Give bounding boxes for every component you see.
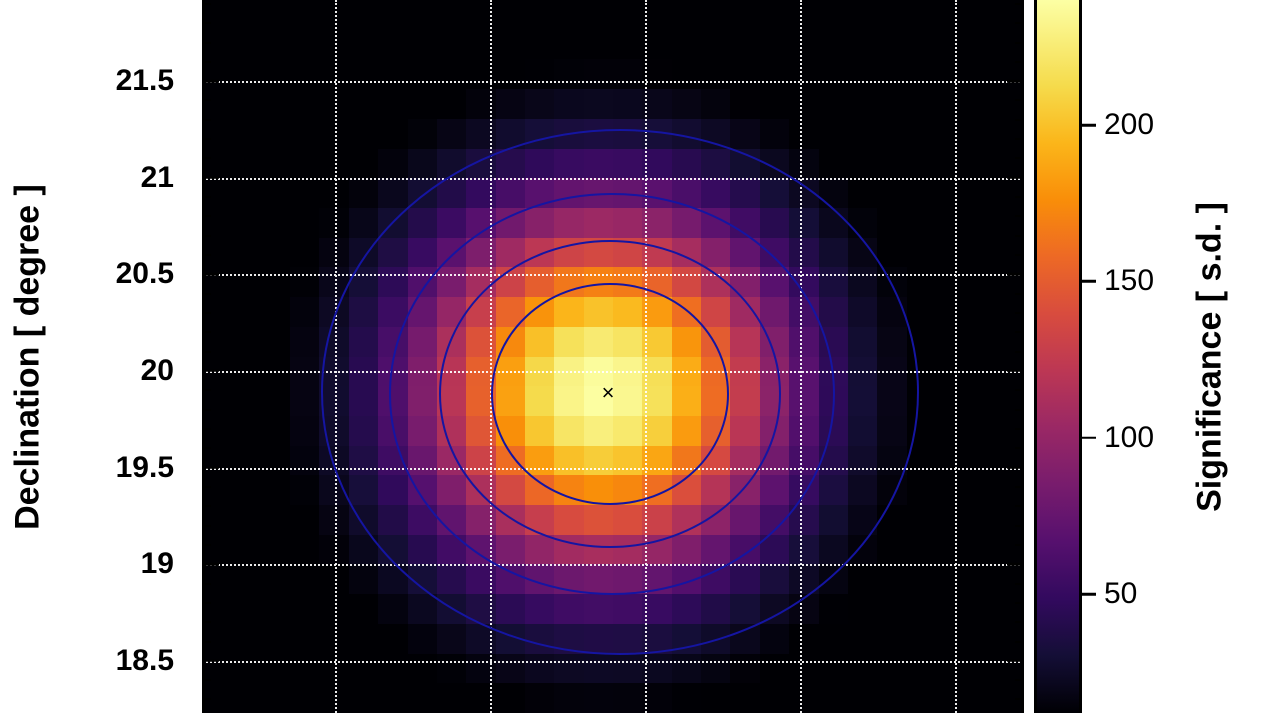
colorbar-tick-label: 150 xyxy=(1104,264,1154,298)
colorbar-tick-label: 200 xyxy=(1104,108,1154,142)
y-tick-label: 21.5 xyxy=(116,64,174,98)
plot-area: × xyxy=(202,0,1024,713)
colorbar-tick-label: 50 xyxy=(1104,577,1137,611)
y-tick-label: 20 xyxy=(141,354,174,388)
y-axis-label: Declination [ degree ] xyxy=(9,184,48,530)
colorbar xyxy=(1034,0,1082,713)
y-tick-label: 20.5 xyxy=(116,257,174,291)
colorbar-gradient xyxy=(1034,0,1082,713)
center-marker: × xyxy=(602,380,615,406)
heatmap xyxy=(202,0,1024,713)
y-tick-label: 19 xyxy=(141,547,174,581)
colorbar-tick-label: 100 xyxy=(1104,421,1154,455)
colorbar-axis-label: Significance [ s.d. ] xyxy=(1191,202,1230,512)
y-tick-label: 21 xyxy=(141,161,174,195)
y-tick-label: 18.5 xyxy=(116,644,174,678)
y-tick-label: 19.5 xyxy=(116,451,174,485)
